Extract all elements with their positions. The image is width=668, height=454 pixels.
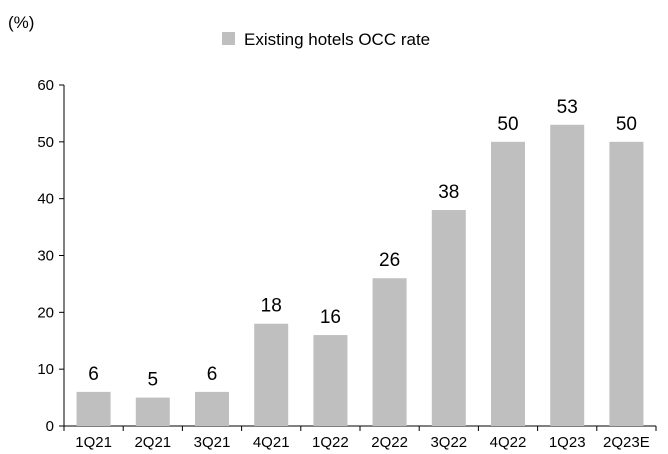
bar: [135, 397, 170, 426]
bar: [431, 210, 466, 426]
y-axis-unit-label: (%): [8, 13, 34, 32]
y-tick-label: 10: [37, 361, 54, 378]
bar: [609, 141, 644, 427]
y-tick-label: 50: [37, 134, 54, 151]
x-tick-label: 3Q22: [430, 434, 467, 451]
legend: Existing hotels OCC rate: [222, 30, 430, 49]
x-tick-label: 4Q21: [253, 434, 290, 451]
bar: [491, 141, 525, 427]
x-tick-label: 1Q22: [312, 434, 349, 451]
x-tick-label: 3Q21: [194, 434, 231, 451]
x-tick-label: 2Q23E: [603, 434, 650, 451]
y-tick-label: 20: [37, 304, 54, 321]
x-tick-label: 2Q22: [371, 434, 408, 451]
y-tick-label: 0: [46, 418, 54, 435]
x-tick-label: 1Q21: [75, 434, 112, 451]
x-tick-label: 4Q22: [490, 434, 527, 451]
bar-value-label: 16: [320, 307, 341, 328]
y-tick-label: 40: [37, 191, 54, 208]
x-tick-label: 2Q21: [134, 434, 171, 451]
bar: [550, 124, 585, 427]
bar-value-label: 26: [379, 250, 400, 271]
y-tick-label: 30: [37, 248, 54, 265]
bar: [372, 278, 407, 426]
x-tick-label: 1Q23: [549, 434, 586, 451]
bar-value-label: 18: [261, 296, 282, 317]
bar-value-label: 50: [616, 114, 637, 135]
plot-area: 0 10 20 30 40 50 60 6 1Q21 5 2Q21 6 3Q21 18 4Q21 16 1Q22…: [37, 77, 657, 451]
bar-value-label: 6: [207, 364, 218, 385]
bar: [313, 335, 348, 426]
legend-label: Existing hotels OCC rate: [244, 30, 430, 49]
bar-value-label: 38: [438, 182, 459, 203]
bar: [195, 391, 229, 426]
bar-value-label: 53: [557, 97, 578, 118]
bar-value-label: 6: [88, 364, 99, 385]
bar-value-label: 50: [497, 114, 518, 135]
bar: [254, 323, 289, 426]
legend-swatch: [222, 32, 235, 45]
y-tick-label: 60: [37, 77, 54, 94]
bar: [76, 391, 111, 426]
bar-value-label: 5: [148, 370, 159, 391]
